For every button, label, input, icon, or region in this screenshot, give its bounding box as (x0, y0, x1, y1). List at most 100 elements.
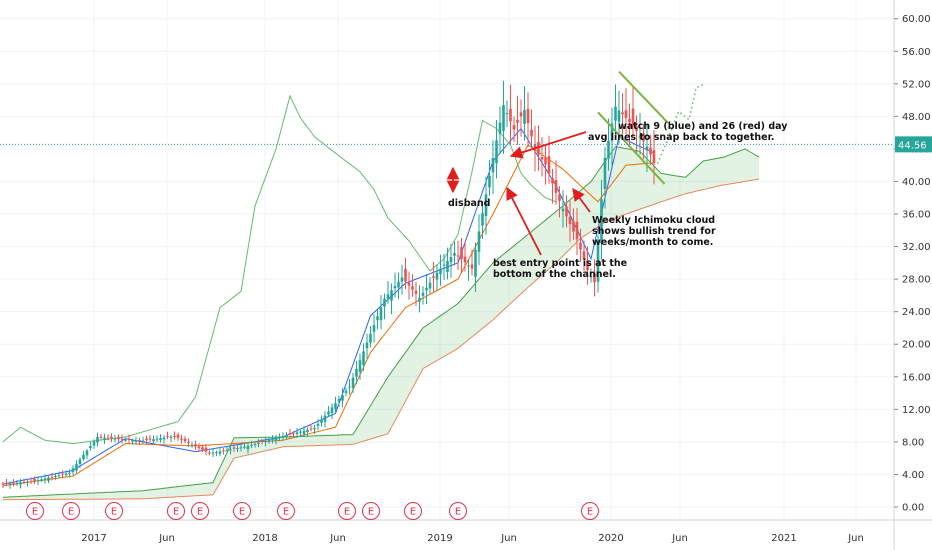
candle-body (57, 475, 61, 477)
candle-body (131, 440, 134, 442)
earnings-marker: E (581, 502, 599, 520)
candle-body (124, 439, 127, 441)
entry-arrow (506, 186, 542, 256)
candle-body (477, 231, 481, 252)
candle-body (365, 342, 369, 349)
candle-body (250, 444, 253, 446)
candle-body (533, 144, 537, 150)
candle-body (442, 264, 446, 266)
candle-body (495, 140, 498, 164)
channel-upper-line (618, 70, 669, 124)
earnings-marker-label: E (239, 507, 245, 518)
candle-body (29, 481, 33, 483)
candle-body (1, 483, 5, 485)
candle-body (257, 442, 260, 444)
candle-body (320, 419, 323, 423)
candle-body (36, 480, 40, 482)
candle-body (180, 438, 183, 440)
candle-body (106, 437, 110, 439)
y-tick-label: 20.00 (902, 340, 931, 351)
candle-body (15, 482, 19, 484)
candle-body (33, 478, 36, 481)
candle-body (537, 141, 540, 155)
candle-body (593, 273, 596, 283)
candle-body (544, 157, 547, 165)
candle-body (586, 260, 589, 271)
candle-body (120, 438, 124, 440)
candle-body (491, 158, 495, 173)
candle-body (295, 432, 299, 435)
x-tick-label: Jun (329, 533, 346, 544)
candle-body (113, 438, 117, 440)
candle-body (187, 442, 190, 444)
candle-body (358, 360, 362, 372)
x-tick-label: Jun (158, 533, 175, 544)
candle-body (288, 433, 292, 435)
candle-body (565, 206, 568, 217)
cloud-span-b-line (2, 178, 760, 501)
candle-body (561, 208, 565, 212)
candle-body (628, 118, 631, 123)
candle-body (400, 277, 404, 282)
cloud-arrow (572, 187, 591, 213)
candle-body (166, 436, 169, 438)
y-tick-label: 52.00 (902, 79, 931, 90)
earnings-marker: E (105, 502, 123, 520)
candle-body (554, 179, 558, 193)
candle-body (176, 434, 180, 438)
y-tick-label: 48.00 (902, 112, 931, 123)
candle-body (264, 440, 267, 443)
annotation-line: avg lines to snap back to together. (588, 132, 775, 143)
y-tick-label: 12.00 (902, 405, 931, 416)
earnings-marker: E (362, 502, 380, 520)
candle-body (278, 436, 281, 438)
x-tick-label: 2020 (598, 533, 623, 544)
candle-body (456, 255, 460, 257)
annotation-disband: disband (448, 198, 491, 209)
y-tick-label: 8.00 (902, 437, 924, 448)
candle-body (222, 450, 225, 452)
candle-body (603, 157, 607, 189)
candle-body (579, 242, 582, 250)
candle-body (5, 482, 8, 484)
candles (1, 80, 656, 489)
earnings-marker-label: E (344, 507, 350, 518)
candle-body (197, 446, 201, 449)
candle-body (285, 435, 288, 438)
candle-body (334, 403, 337, 410)
candle-body (99, 436, 103, 438)
annotation-line: watch 9 (blue) and 26 (red) day (618, 121, 788, 132)
candle-body (159, 438, 162, 441)
candle-body (509, 108, 512, 122)
candle-body (183, 438, 187, 442)
candle-body (232, 447, 236, 449)
candle-body (460, 247, 463, 260)
y-tick-label: 24.00 (902, 307, 931, 318)
candle-body (309, 428, 313, 430)
x-tick-label: 2017 (81, 533, 106, 544)
candle-body (540, 156, 544, 160)
candle-body (292, 433, 295, 435)
candle-body (635, 126, 638, 132)
candle-body (376, 316, 379, 321)
earnings-marker-circle (167, 502, 185, 520)
candle-body (19, 482, 22, 485)
earnings-marker-label: E (368, 507, 374, 518)
candle-body (411, 286, 414, 290)
candle-body (211, 452, 215, 454)
candle-body (204, 447, 208, 452)
earnings-marker-circle (338, 502, 356, 520)
candle-body (463, 256, 467, 263)
candle-body (229, 449, 232, 451)
candle-body (397, 281, 400, 288)
candle-body (117, 437, 120, 440)
candle-body (341, 394, 344, 401)
candle-body (43, 478, 47, 480)
candle-body (225, 450, 229, 452)
annotation-line: weeks/month to come. (592, 237, 713, 248)
earnings-marker-label: E (410, 507, 416, 518)
candle-body (432, 276, 435, 278)
candle-body (253, 443, 257, 445)
candle-body (505, 113, 509, 115)
earnings-marker: E (404, 502, 422, 520)
